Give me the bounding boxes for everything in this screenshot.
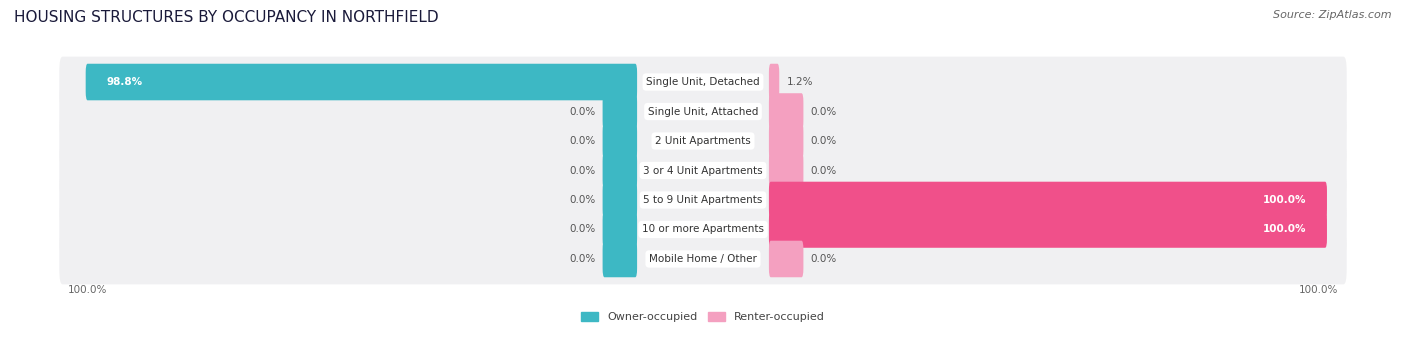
Text: 100.0%: 100.0% bbox=[1263, 224, 1306, 235]
Text: 2 Unit Apartments: 2 Unit Apartments bbox=[655, 136, 751, 146]
Text: 0.0%: 0.0% bbox=[811, 106, 837, 117]
FancyBboxPatch shape bbox=[59, 175, 1347, 225]
FancyBboxPatch shape bbox=[59, 204, 1347, 255]
FancyBboxPatch shape bbox=[769, 123, 803, 159]
FancyBboxPatch shape bbox=[603, 182, 637, 218]
FancyBboxPatch shape bbox=[769, 241, 803, 277]
Text: 0.0%: 0.0% bbox=[569, 195, 595, 205]
Text: Single Unit, Attached: Single Unit, Attached bbox=[648, 106, 758, 117]
Text: 100.0%: 100.0% bbox=[1263, 195, 1306, 205]
Text: 0.0%: 0.0% bbox=[569, 224, 595, 235]
Legend: Owner-occupied, Renter-occupied: Owner-occupied, Renter-occupied bbox=[581, 312, 825, 322]
FancyBboxPatch shape bbox=[769, 93, 803, 130]
Text: 3 or 4 Unit Apartments: 3 or 4 Unit Apartments bbox=[643, 165, 763, 176]
FancyBboxPatch shape bbox=[59, 116, 1347, 166]
Text: Mobile Home / Other: Mobile Home / Other bbox=[650, 254, 756, 264]
FancyBboxPatch shape bbox=[86, 64, 637, 100]
Text: 98.8%: 98.8% bbox=[105, 77, 142, 87]
Text: 0.0%: 0.0% bbox=[569, 254, 595, 264]
FancyBboxPatch shape bbox=[603, 123, 637, 159]
Text: 5 to 9 Unit Apartments: 5 to 9 Unit Apartments bbox=[644, 195, 762, 205]
FancyBboxPatch shape bbox=[769, 152, 803, 189]
Text: Single Unit, Detached: Single Unit, Detached bbox=[647, 77, 759, 87]
FancyBboxPatch shape bbox=[769, 211, 1327, 248]
Text: 10 or more Apartments: 10 or more Apartments bbox=[643, 224, 763, 235]
Text: 0.0%: 0.0% bbox=[811, 165, 837, 176]
Text: 0.0%: 0.0% bbox=[811, 254, 837, 264]
FancyBboxPatch shape bbox=[603, 241, 637, 277]
Text: 0.0%: 0.0% bbox=[811, 136, 837, 146]
FancyBboxPatch shape bbox=[59, 145, 1347, 196]
FancyBboxPatch shape bbox=[769, 182, 1327, 218]
FancyBboxPatch shape bbox=[603, 93, 637, 130]
FancyBboxPatch shape bbox=[769, 64, 779, 100]
Text: HOUSING STRUCTURES BY OCCUPANCY IN NORTHFIELD: HOUSING STRUCTURES BY OCCUPANCY IN NORTH… bbox=[14, 10, 439, 25]
FancyBboxPatch shape bbox=[59, 57, 1347, 107]
Text: 0.0%: 0.0% bbox=[569, 165, 595, 176]
FancyBboxPatch shape bbox=[603, 211, 637, 248]
Text: 0.0%: 0.0% bbox=[569, 106, 595, 117]
FancyBboxPatch shape bbox=[59, 234, 1347, 284]
Text: 1.2%: 1.2% bbox=[786, 77, 813, 87]
Text: Source: ZipAtlas.com: Source: ZipAtlas.com bbox=[1274, 10, 1392, 20]
FancyBboxPatch shape bbox=[59, 86, 1347, 137]
FancyBboxPatch shape bbox=[603, 152, 637, 189]
Text: 0.0%: 0.0% bbox=[569, 136, 595, 146]
